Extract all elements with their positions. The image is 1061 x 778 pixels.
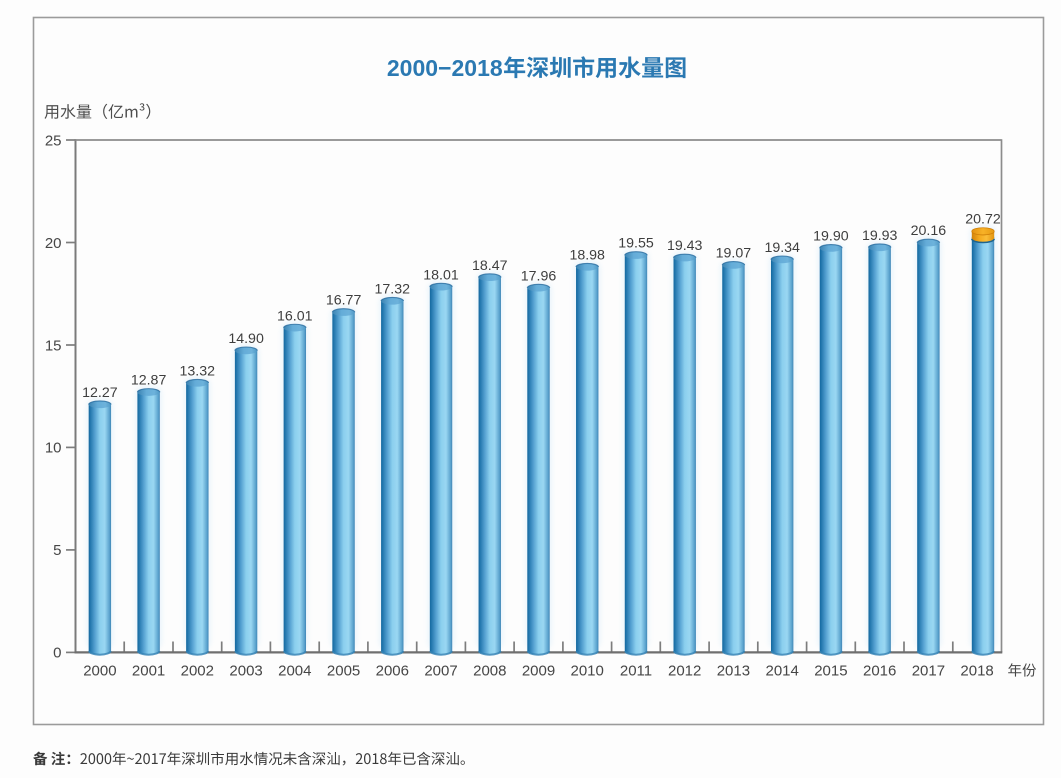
svg-text:18.98: 18.98 (569, 247, 605, 263)
svg-text:18.01: 18.01 (423, 267, 459, 283)
svg-text:2008: 2008 (473, 663, 506, 680)
svg-text:2000: 2000 (83, 663, 116, 680)
svg-text:17.32: 17.32 (375, 281, 411, 297)
svg-text:2016: 2016 (863, 663, 896, 680)
svg-text:2018: 2018 (960, 663, 993, 680)
svg-text:2005: 2005 (327, 663, 360, 680)
svg-text:2007: 2007 (424, 663, 457, 680)
svg-text:2006: 2006 (376, 663, 409, 680)
svg-text:2012: 2012 (668, 663, 701, 680)
svg-text:2014: 2014 (766, 663, 799, 680)
svg-text:2002: 2002 (181, 663, 214, 680)
svg-text:15: 15 (45, 337, 62, 354)
svg-text:5: 5 (53, 542, 61, 559)
svg-text:10: 10 (45, 440, 62, 457)
svg-text:0: 0 (53, 645, 61, 662)
svg-text:2003: 2003 (229, 663, 262, 680)
svg-text:14.90: 14.90 (228, 331, 264, 347)
svg-text:2010: 2010 (571, 663, 604, 680)
svg-text:16.77: 16.77 (326, 293, 362, 309)
svg-text:20: 20 (45, 235, 62, 252)
svg-text:19.34: 19.34 (764, 240, 800, 256)
svg-text:2004: 2004 (278, 663, 311, 680)
svg-text:18.47: 18.47 (472, 258, 508, 274)
svg-text:2015: 2015 (814, 663, 847, 680)
svg-text:13.32: 13.32 (180, 363, 216, 379)
svg-text:19.93: 19.93 (862, 228, 898, 244)
svg-text:2011: 2011 (620, 663, 652, 680)
svg-text:12.27: 12.27 (82, 385, 118, 401)
svg-text:19.55: 19.55 (618, 236, 654, 252)
svg-text:2013: 2013 (717, 663, 750, 680)
svg-text:17.96: 17.96 (521, 268, 557, 284)
svg-text:20.16: 20.16 (911, 223, 947, 239)
svg-text:19.43: 19.43 (667, 238, 703, 254)
svg-text:19.90: 19.90 (813, 229, 849, 245)
svg-text:25: 25 (45, 132, 62, 149)
svg-text:2000−2018: 2000−2018 (387, 55, 503, 81)
svg-text:2017: 2017 (912, 663, 945, 680)
svg-text:20.72: 20.72 (965, 212, 1001, 228)
svg-text:12.87: 12.87 (131, 373, 167, 389)
svg-text:19.07: 19.07 (716, 246, 752, 262)
svg-text:2009: 2009 (522, 663, 555, 680)
svg-text:16.01: 16.01 (277, 308, 313, 324)
svg-text:2001: 2001 (132, 663, 165, 680)
